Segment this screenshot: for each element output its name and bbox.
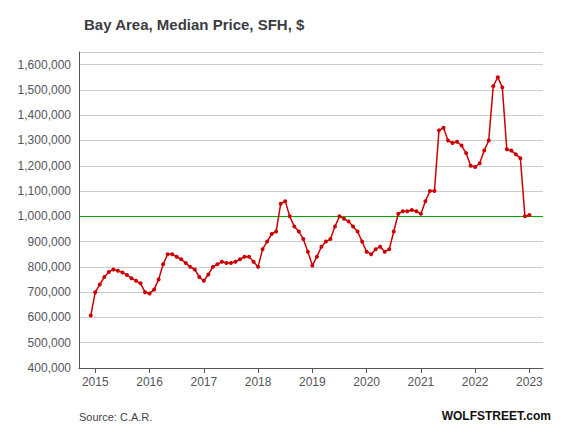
svg-text:2016: 2016 (136, 375, 163, 389)
svg-text:2023: 2023 (516, 375, 543, 389)
svg-text:2018: 2018 (245, 375, 272, 389)
svg-text:800,000: 800,000 (28, 260, 72, 274)
svg-text:1,000,000: 1,000,000 (18, 209, 72, 223)
svg-text:2015: 2015 (82, 375, 109, 389)
svg-text:500,000: 500,000 (28, 336, 72, 350)
svg-text:1,500,000: 1,500,000 (18, 83, 72, 97)
svg-text:400,000: 400,000 (28, 361, 72, 375)
svg-text:2017: 2017 (190, 375, 217, 389)
svg-text:1,600,000: 1,600,000 (18, 58, 72, 72)
svg-text:2019: 2019 (299, 375, 326, 389)
svg-text:1,400,000: 1,400,000 (18, 108, 72, 122)
svg-text:2021: 2021 (408, 375, 435, 389)
svg-text:Source: C.A.R.: Source: C.A.R. (79, 411, 152, 423)
svg-text:1,100,000: 1,100,000 (18, 184, 72, 198)
svg-text:1,200,000: 1,200,000 (18, 159, 72, 173)
svg-text:1,300,000: 1,300,000 (18, 133, 72, 147)
svg-text:Bay Area, Median Price, SFH, $: Bay Area, Median Price, SFH, $ (84, 16, 305, 33)
svg-text:2020: 2020 (353, 375, 380, 389)
svg-text:700,000: 700,000 (28, 285, 72, 299)
svg-text:2022: 2022 (462, 375, 489, 389)
svg-text:900,000: 900,000 (28, 235, 72, 249)
svg-text:600,000: 600,000 (28, 310, 72, 324)
svg-text:WOLFSTREET.com: WOLFSTREET.com (442, 409, 551, 423)
